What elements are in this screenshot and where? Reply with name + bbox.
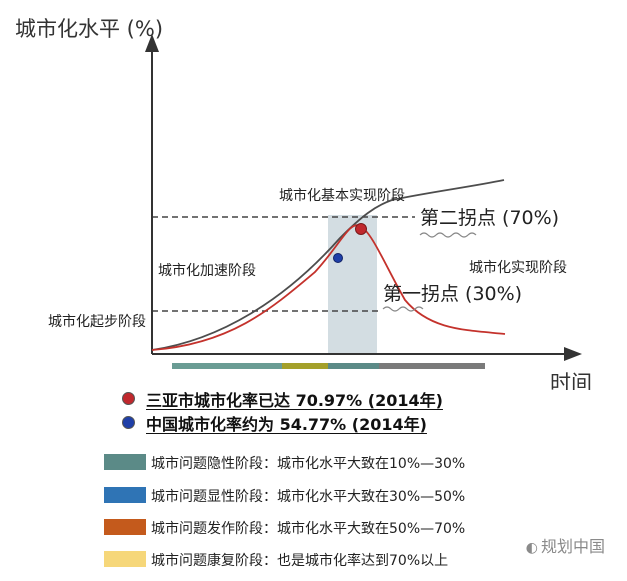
- timeline-segment-3: [328, 363, 379, 369]
- y-axis-arrow: [145, 34, 159, 52]
- legend-phase-2-swatch: [104, 487, 146, 503]
- timeline-segment-4: [379, 363, 485, 369]
- watermark-text: 规划中国: [540, 537, 605, 556]
- sanya-point: [355, 223, 367, 235]
- legend-phase-3: 城市问题发作阶段：城市化水平大致在50%—70%: [0, 515, 627, 539]
- wechat-icon: ◐: [525, 540, 538, 556]
- legend-sanya: 三亚市城市化率已达 70.97% (2014年): [0, 386, 627, 410]
- wavy-underline-first: [382, 306, 424, 312]
- legend-phase-4-swatch: [104, 551, 146, 567]
- legend-sanya-text: 三亚市城市化率已达 70.97% (2014年): [146, 391, 443, 410]
- x-axis-label: 时间: [550, 371, 592, 390]
- legend-china-text: 中国城市化率约为 54.77% (2014年): [146, 415, 427, 434]
- x-axis-arrow: [564, 347, 582, 361]
- legend-phase-2-text: 城市问题显性阶段：城市化水平大致在30%—50%: [151, 489, 466, 505]
- turning-point-first: 第一拐点 (30%): [383, 283, 522, 305]
- legend-phase-1-text: 城市问题隐性阶段：城市化水平大致在10%—30%: [151, 456, 466, 472]
- stage-label-accelerate: 城市化加速阶段: [158, 262, 256, 279]
- urbanization-diagram: 城市化水平 (%) 时间 城市化起步阶段 城市化加速阶段 城市化基本实现阶段 城…: [15, 17, 592, 390]
- legend-sanya-dot: [122, 392, 135, 405]
- legend-phase-1: 城市问题隐性阶段：城市化水平大致在10%—30%: [0, 450, 627, 474]
- watermark: ◐ 规划中国: [523, 533, 607, 557]
- timeline-segment-1: [172, 363, 282, 369]
- peak-period-band: [328, 215, 377, 354]
- urbanization-curve: [151, 179, 505, 351]
- legend-phase-2: 城市问题显性阶段：城市化水平大致在30%—50%: [0, 483, 627, 507]
- legend-phase-3-swatch: [104, 519, 146, 535]
- legend-phase-1-swatch: [104, 454, 146, 470]
- wavy-underline-second: [419, 232, 477, 238]
- y-axis-label: 城市化水平 (%): [15, 17, 163, 41]
- china-point: [333, 253, 343, 263]
- stage-label-achieve: 城市化实现阶段: [469, 259, 567, 276]
- legend-phase-3-text: 城市问题发作阶段：城市化水平大致在50%—70%: [151, 521, 466, 537]
- turning-point-second: 第二拐点 (70%): [420, 207, 559, 229]
- timeline-segment-2: [282, 363, 328, 369]
- legend-phase-4: 城市问题康复阶段：也是城市化率达到70%以上: [0, 547, 627, 571]
- stage-label-start: 城市化起步阶段: [48, 313, 146, 330]
- legend-china: 中国城市化率约为 54.77% (2014年): [0, 410, 627, 434]
- stage-label-basic: 城市化基本实现阶段: [279, 187, 405, 204]
- legend-phase-4-text: 城市问题康复阶段：也是城市化率达到70%以上: [151, 553, 449, 569]
- legend-china-dot: [122, 416, 135, 429]
